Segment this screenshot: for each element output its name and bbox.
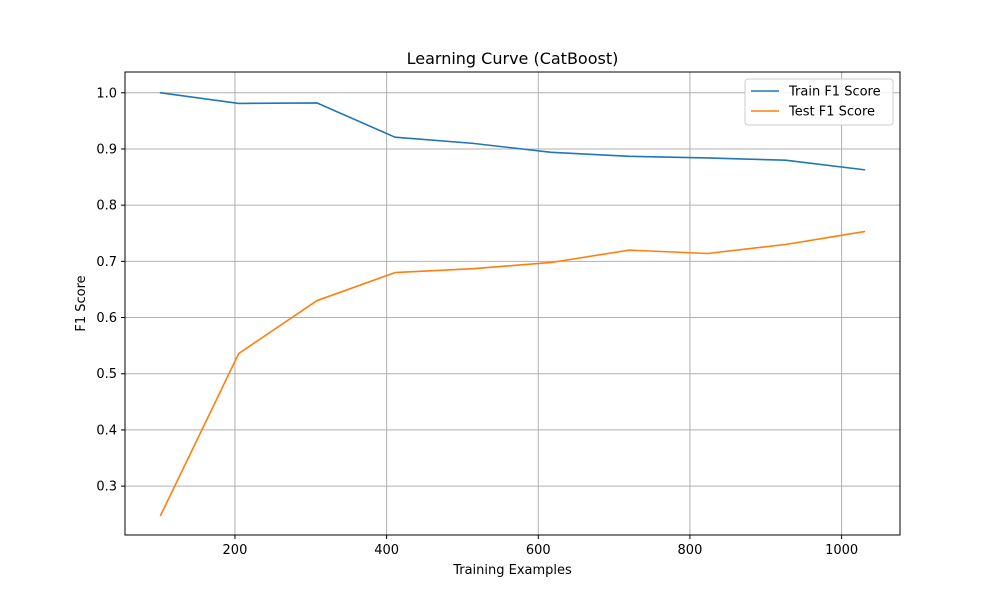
y-tick-label: 0.5 (96, 367, 117, 382)
series-layer (159, 91, 866, 517)
x-axis-label: Training Examples (452, 563, 572, 578)
y-axis-label: F1 Score (74, 275, 89, 331)
x-tick-label: 1000 (825, 543, 858, 558)
series-line-train (159, 91, 866, 171)
grid-layer (125, 72, 900, 535)
ticks-layer: 200 400 600 800 1000 0.3 0.4 0.5 0.6 0.7 0.8 0.9 1.0 (96, 86, 858, 558)
x-tick-label: 400 (374, 543, 399, 558)
legend: Train F1 Score Test F1 Score (744, 78, 894, 126)
series-line-test (159, 230, 866, 517)
legend-box (744, 78, 894, 126)
y-tick-label: 0.7 (96, 255, 117, 270)
chart-title: Learning Curve (CatBoost) (407, 49, 619, 68)
y-tick-label: 1.0 (96, 86, 117, 101)
y-tick-label: 0.4 (96, 423, 117, 438)
legend-label: Test F1 Score (788, 105, 875, 120)
x-tick-label: 200 (223, 543, 248, 558)
x-tick-label: 600 (526, 543, 551, 558)
y-tick-label: 0.9 (96, 142, 117, 157)
x-tick-label: 800 (678, 543, 703, 558)
y-tick-label: 0.6 (96, 311, 117, 326)
legend-label: Train F1 Score (788, 85, 881, 100)
plot-frame (124, 71, 901, 536)
y-tick-label: 0.8 (96, 199, 117, 214)
y-tick-label: 0.3 (96, 480, 117, 495)
